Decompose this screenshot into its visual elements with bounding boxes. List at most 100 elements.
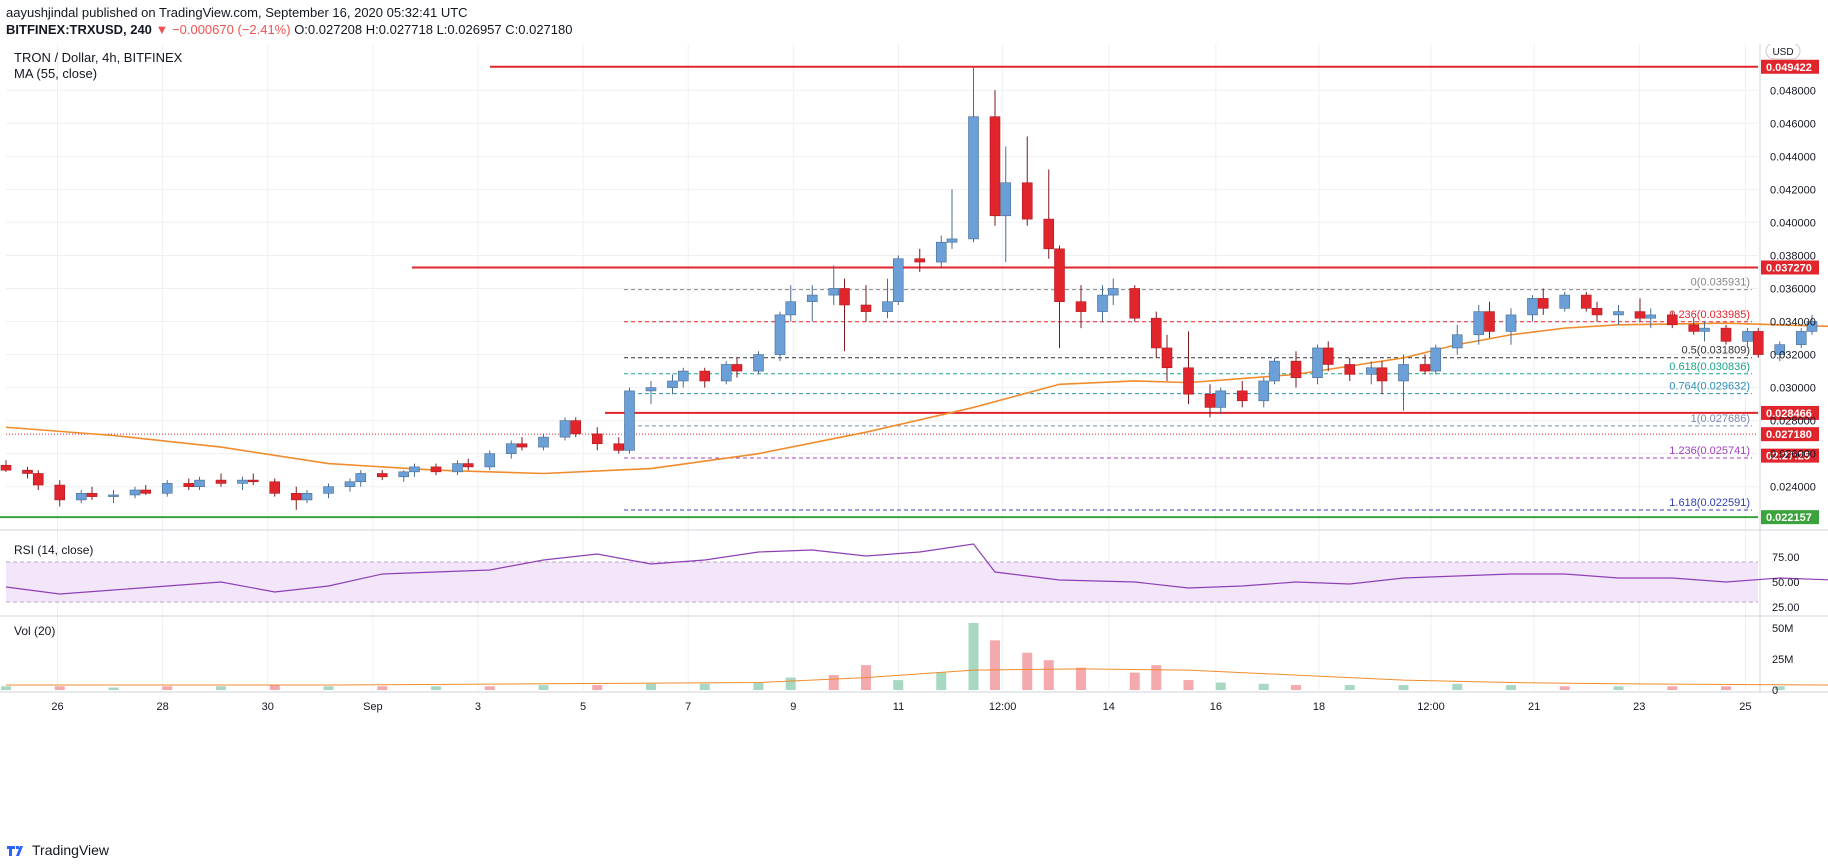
candle-up — [1000, 146, 1012, 263]
price-level-label: 0.037270 — [1766, 262, 1812, 274]
candle-up — [559, 417, 571, 441]
price-level-label: 0.027180 — [1766, 429, 1812, 441]
candle-body — [484, 453, 496, 468]
volume-bar — [1043, 660, 1054, 690]
candle-body — [1290, 360, 1302, 378]
candle-down — [430, 463, 442, 476]
rsi-label: RSI (14, close) — [14, 543, 93, 557]
volume-bar — [1344, 685, 1355, 690]
candle-body — [409, 466, 420, 473]
candle-up — [1559, 291, 1571, 312]
candle-body — [1183, 367, 1194, 395]
candle-body — [1451, 334, 1463, 349]
candle-up — [1505, 308, 1517, 345]
volume-bar — [1022, 652, 1033, 690]
candle-body — [1258, 380, 1270, 402]
candle-down — [183, 478, 195, 491]
candle-body — [882, 301, 893, 312]
volume-bar — [1076, 667, 1086, 690]
candle-body — [1312, 347, 1323, 378]
candle-body — [1054, 248, 1065, 302]
price-chart[interactable]: 0(0.035931)0.236(0.033985)0.5(0.031809)0… — [0, 44, 1828, 840]
x-tick-label: 5 — [580, 701, 586, 713]
candle-up — [645, 380, 657, 405]
candle-down — [376, 470, 388, 481]
candle-down — [290, 486, 302, 510]
candle-up — [892, 255, 904, 305]
volume-bar — [592, 685, 603, 690]
candle-up — [484, 450, 496, 471]
candle-body — [839, 288, 850, 306]
candle-body — [753, 354, 764, 372]
candle-body — [1580, 294, 1592, 309]
candle-up — [237, 476, 248, 491]
rsi-tick-label: 50.00 — [1772, 577, 1800, 589]
symbol-line: BITFINEX:TRXUSD, 240 ▼ −0.000670 (−2.41%… — [6, 22, 572, 37]
candle-body — [290, 493, 302, 501]
candle-up — [720, 361, 732, 385]
candle-up — [1097, 285, 1108, 322]
volume-bar — [1667, 686, 1678, 690]
candle-body — [946, 238, 958, 243]
y-tick-label: 0.026000 — [1770, 449, 1816, 461]
candle-body — [892, 258, 904, 302]
currency-button[interactable]: USD — [1765, 44, 1801, 60]
candle-up — [452, 460, 463, 476]
candle-down — [247, 473, 259, 486]
candle-body — [1021, 182, 1033, 220]
candle-body — [1591, 308, 1603, 316]
currency-label[interactable]: USD — [1772, 47, 1793, 58]
candle-body — [1097, 294, 1108, 312]
fib-level-label: 0.236(0.033985) — [1669, 309, 1750, 321]
price-level-label: 0.022157 — [1766, 512, 1812, 524]
candle-body — [301, 493, 313, 501]
candle-down — [1043, 169, 1055, 259]
candle-body — [1398, 364, 1409, 382]
x-tick-label: 23 — [1633, 701, 1645, 713]
candle-up — [194, 476, 205, 491]
candle-body — [86, 493, 98, 497]
volume-bar — [269, 685, 280, 690]
candle-body — [247, 479, 259, 483]
volume-bar — [323, 686, 334, 690]
volume-bar — [1452, 683, 1463, 690]
candle-up — [1258, 377, 1270, 408]
candle-down — [516, 437, 528, 451]
candle-up — [323, 483, 334, 499]
candle-body — [860, 304, 872, 312]
candle-body — [1742, 331, 1753, 342]
candle-body — [570, 420, 582, 435]
candle-body — [677, 370, 689, 382]
fib-level-label: 0.5(0.031809) — [1682, 345, 1751, 357]
candle-body — [54, 484, 66, 501]
x-tick-label: 7 — [685, 701, 691, 713]
candle-down — [914, 248, 926, 272]
candle-down — [1150, 311, 1162, 358]
candle-down — [0, 460, 12, 472]
candle-down — [32, 470, 44, 491]
y-tick-label: 0.024000 — [1770, 482, 1816, 494]
candle-down — [22, 466, 33, 479]
y-tick-label: 0.046000 — [1770, 118, 1816, 130]
price-level-tag — [1761, 405, 1819, 420]
candle-up — [935, 235, 947, 269]
candle-up — [75, 490, 87, 504]
candle-body — [1527, 298, 1538, 316]
candle-body — [355, 473, 367, 483]
candle-body — [215, 479, 227, 484]
candle-down — [86, 486, 98, 500]
price-level-tag — [1761, 260, 1819, 275]
candle-down — [1666, 311, 1678, 329]
candle-body — [624, 390, 635, 451]
volume-bar — [646, 683, 656, 690]
candle-body — [462, 463, 474, 468]
candle-body — [323, 486, 334, 494]
candle-down — [613, 437, 625, 454]
volume-bar — [1559, 686, 1570, 690]
candle-down — [269, 478, 281, 497]
candle-body — [1344, 364, 1356, 375]
volume-bar — [108, 687, 119, 690]
fib-level-label: 0.618(0.030836) — [1669, 361, 1750, 373]
candle-body — [613, 443, 625, 451]
symbol-label: BITFINEX:TRXUSD, 240 — [6, 22, 152, 37]
